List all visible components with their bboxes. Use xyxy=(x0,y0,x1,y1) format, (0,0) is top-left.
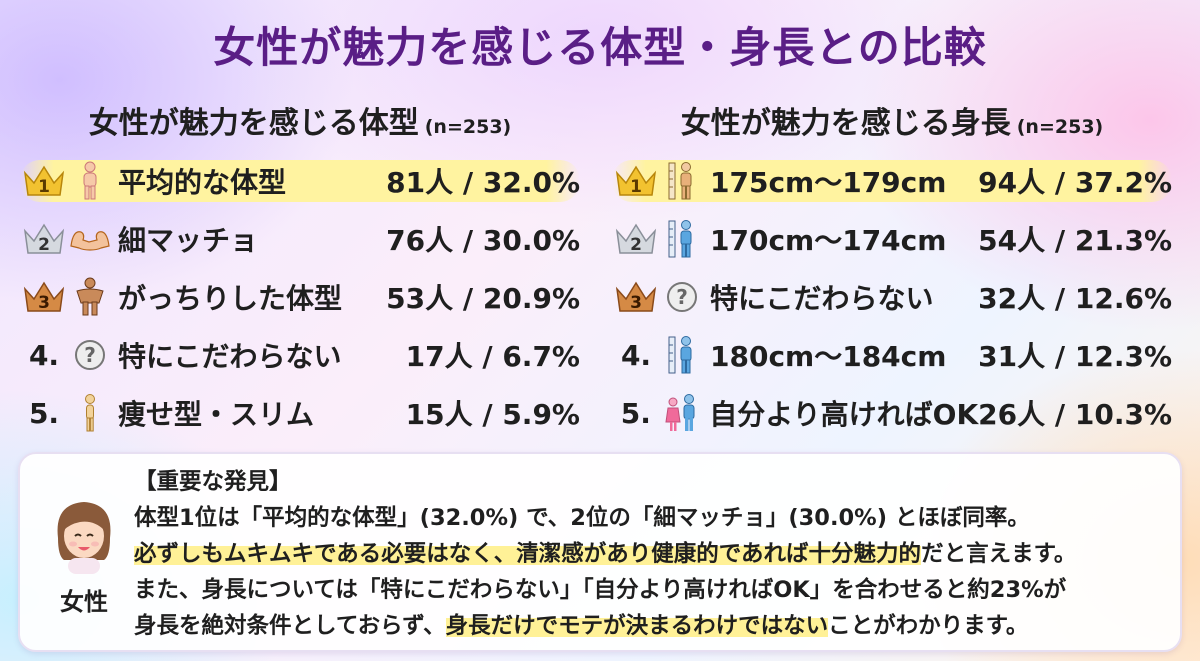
body-type-label: がっちりした体型 xyxy=(118,282,343,315)
height-row-1: 1 175cm～179cm 94人 / 37.2% xyxy=(612,152,1172,210)
body-type-title: 女性が魅力を感じる体型 (n=253) xyxy=(20,98,580,146)
body-type-title-text: 女性が魅力を感じる体型 xyxy=(88,106,419,141)
rank-number: 5. xyxy=(28,396,60,430)
body-type-value: 17人 / 6.7% xyxy=(405,340,580,373)
body-type-panel: 女性が魅力を感じる体型 (n=253) 1 平均的な体型 81人 / 32.0% … xyxy=(20,98,580,442)
body-type-row-5: 5. 痩せ型・スリム 15人 / 5.9% xyxy=(20,384,580,442)
height-person-icon xyxy=(660,333,704,377)
body-type-label: 平均的な体型 xyxy=(118,166,287,199)
body-type-row-2: 2 細マッチョ 76人 / 30.0% xyxy=(20,210,580,268)
body-type-value: 53人 / 20.9% xyxy=(386,282,580,315)
page-title: 女性が魅力を感じる体型・身長との比較 xyxy=(213,23,987,72)
key-finding-text-segment: だと言えます。 xyxy=(921,541,1077,567)
height-label: 175cm～179cm xyxy=(710,166,947,199)
key-finding-line-1: 体型1位は「平均的な体型」(32.0%) で、2位の「細マッチョ」(30.0%)… xyxy=(134,505,1030,531)
gold-crown-icon: 1 xyxy=(612,161,660,201)
couple-icon xyxy=(660,391,704,435)
height-label: 170cm～174cm xyxy=(710,224,947,257)
avatar: 女性 xyxy=(42,494,126,617)
key-finding-box: 女性 【重要な発見】 体型1位は「平均的な体型」(32.0%) で、2位の「細マ… xyxy=(18,452,1182,652)
height-value: 31人 / 12.3% xyxy=(978,340,1172,373)
body-type-row-3: 3 がっちりした体型 53人 / 20.9% xyxy=(20,268,580,326)
body-type-label: 細マッチョ xyxy=(118,224,259,257)
rank-number: 3 xyxy=(38,293,50,313)
height-person-icon xyxy=(660,217,704,261)
rank-number: 1 xyxy=(38,177,50,197)
key-finding-line-3: また、身長については「特にこだわらない」「自分より高ければOK」を合わせると約2… xyxy=(134,577,1067,603)
height-row-5: 5. 自分より高ければOK 26人 / 10.3% xyxy=(612,384,1172,442)
body-type-label: 特にこだわらない xyxy=(118,340,342,373)
muscle-arms-icon xyxy=(68,217,112,261)
height-title: 女性が魅力を感じる身長 (n=253) xyxy=(612,98,1172,146)
body-type-value: 81人 / 32.0% xyxy=(386,166,580,199)
key-finding-text-segment: ことがわかります。 xyxy=(828,613,1029,639)
rank-number: 4. xyxy=(620,338,652,372)
body-type-value: 76人 / 30.0% xyxy=(386,224,580,257)
silver-crown-icon: 2 xyxy=(612,219,660,259)
body-type-row-4: 4. ? 特にこだわらない 17人 / 6.7% xyxy=(20,326,580,384)
bronze-crown-icon: 3 xyxy=(612,277,660,317)
height-row-4: 4. 180cm～184cm 31人 / 12.3% xyxy=(612,326,1172,384)
silver-crown-icon: 2 xyxy=(20,219,68,259)
rank-number: 4. xyxy=(28,338,60,372)
height-sample-size: (n=253) xyxy=(1016,116,1104,138)
height-label: 特にこだわらない xyxy=(710,282,934,315)
key-finding-text-segment: 身長を絶対条件としておらず、 xyxy=(134,613,446,639)
highlighted-text: 身長だけでモテが決まるわけではない xyxy=(445,613,829,639)
rank-number: 2 xyxy=(38,235,50,255)
key-finding-text: 【重要な発見】 体型1位は「平均的な体型」(32.0%) で、2位の「細マッチョ… xyxy=(134,464,1174,644)
height-value: 26人 / 10.3% xyxy=(978,398,1172,431)
highlighted-text: 必ずしもムキムキである必要はなく、清潔感があり健康的であれば十分魅力的 xyxy=(134,541,922,567)
height-value: 32人 / 12.6% xyxy=(978,282,1172,315)
body-type-sample-size: (n=253) xyxy=(424,116,512,138)
height-value: 54人 / 21.3% xyxy=(978,224,1172,257)
key-finding-line-2: 必ずしもムキムキである必要はなく、清潔感があり健康的であれば十分魅力的だと言えま… xyxy=(134,536,1174,572)
height-title-text: 女性が魅力を感じる身長 xyxy=(680,106,1011,141)
rank-number: 2 xyxy=(630,235,642,255)
height-label: 180cm～184cm xyxy=(710,340,947,373)
body-type-label: 痩せ型・スリム xyxy=(118,398,315,431)
average-body-icon xyxy=(68,159,112,203)
height-label: 自分より高ければOK xyxy=(709,398,979,431)
height-row-3: 3 ? 特にこだわらない 32人 / 12.6% xyxy=(612,268,1172,326)
question-icon: ? xyxy=(660,275,704,319)
question-icon: ? xyxy=(68,333,112,377)
body-type-row-1: 1 平均的な体型 81人 / 32.0% xyxy=(20,152,580,210)
avatar-label: 女性 xyxy=(60,588,108,616)
height-value: 94人 / 37.2% xyxy=(978,166,1172,199)
body-type-value: 15人 / 5.9% xyxy=(405,398,580,431)
slim-body-icon xyxy=(68,391,112,435)
rank-number: 5. xyxy=(620,396,651,430)
height-row-2: 2 170cm～174cm 54人 / 21.3% xyxy=(612,210,1172,268)
muscular-body-icon xyxy=(68,275,112,319)
height-panel: 女性が魅力を感じる身長 (n=253) 1 175cm～179cm 94人 / 3… xyxy=(612,98,1172,442)
gold-crown-icon: 1 xyxy=(20,161,68,201)
bronze-crown-icon: 3 xyxy=(20,277,68,317)
key-finding-line-4: 身長を絶対条件としておらず、身長だけでモテが決まるわけではないことがわかります。 xyxy=(134,608,1174,644)
rank-number: 1 xyxy=(630,177,642,197)
woman-avatar-icon xyxy=(57,502,111,574)
key-finding-heading: 【重要な発見】 xyxy=(134,469,292,495)
height-person-icon xyxy=(660,159,704,203)
rank-number: 3 xyxy=(630,293,642,313)
